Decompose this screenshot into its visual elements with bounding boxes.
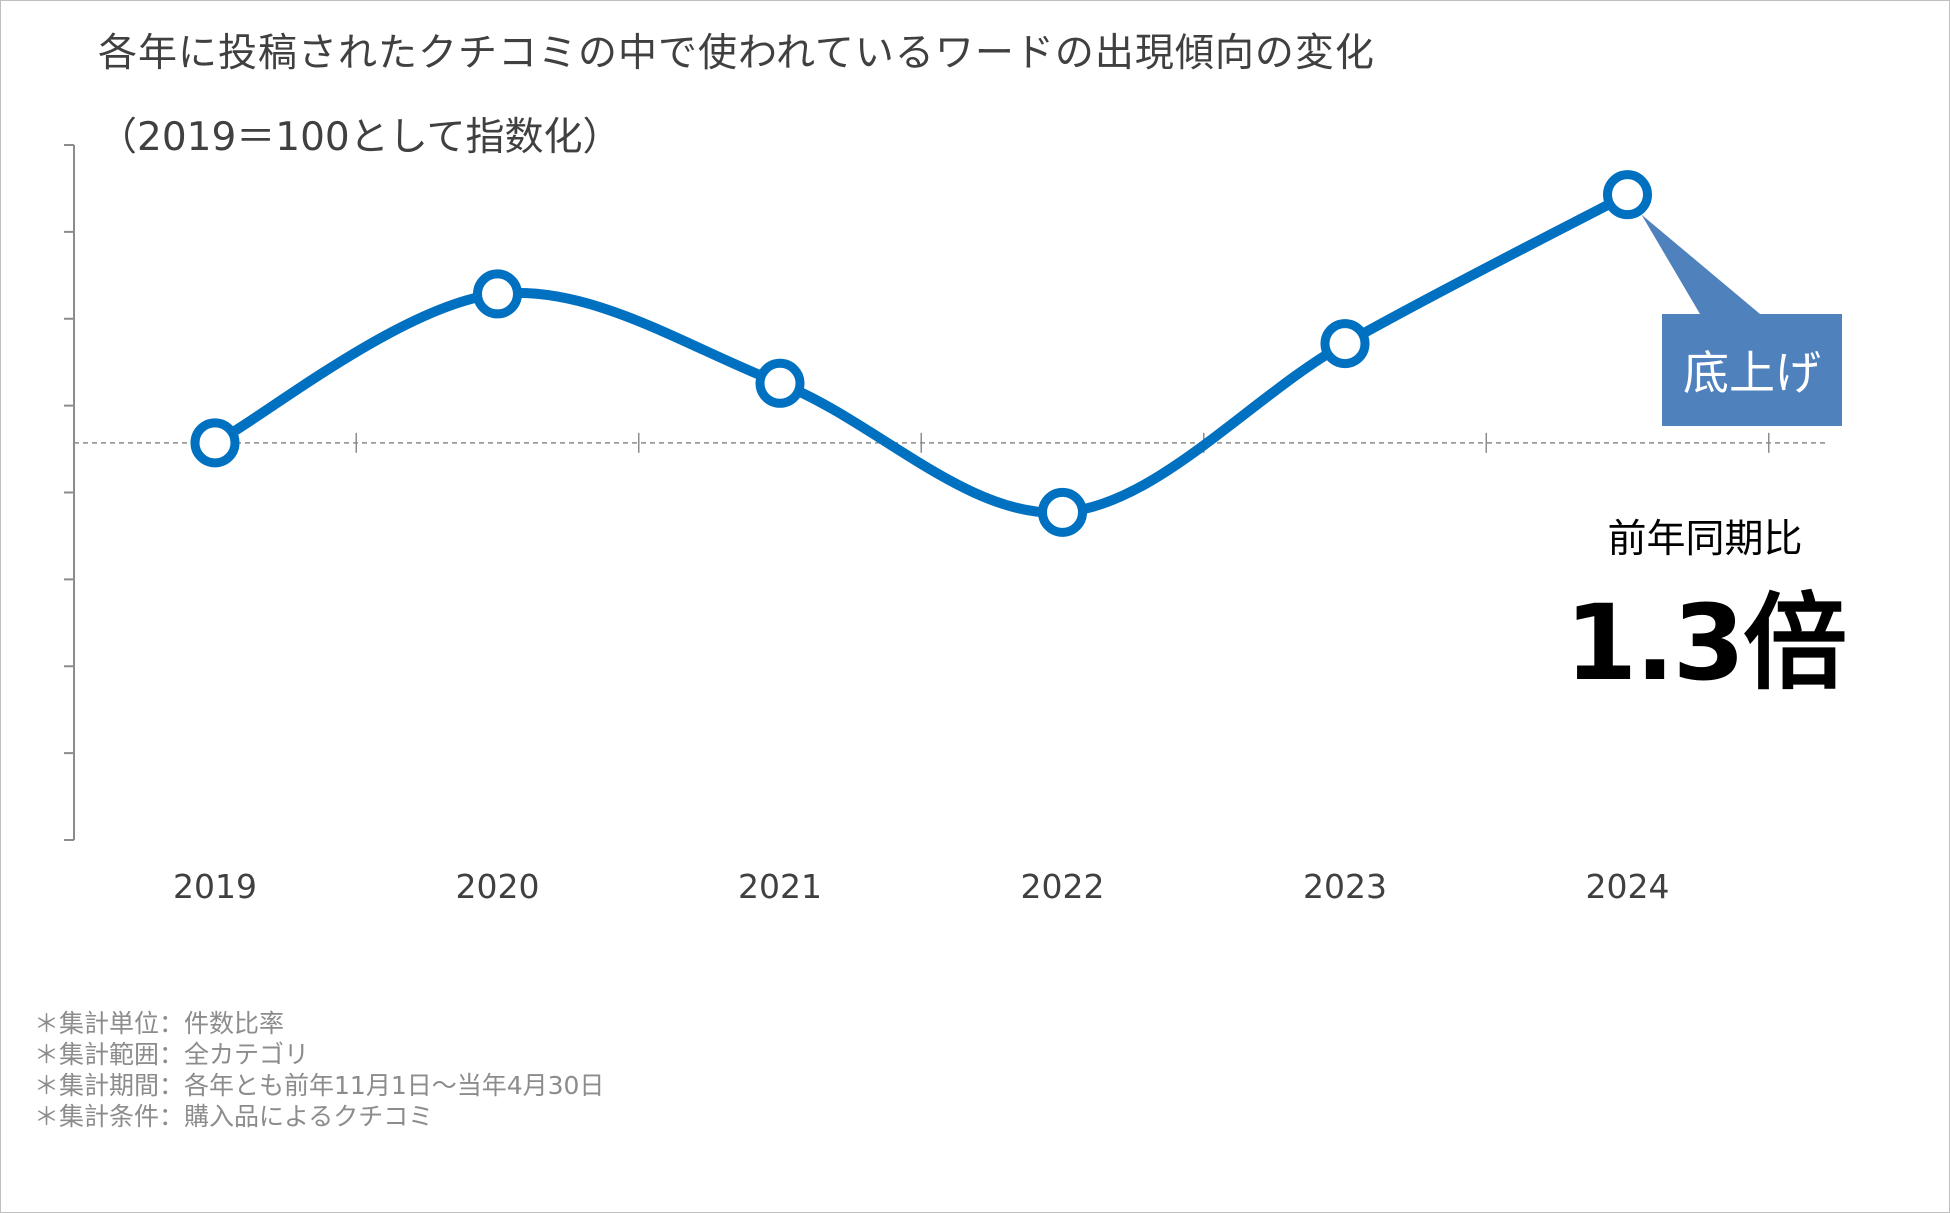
callout-label: 底上げ: [1662, 314, 1842, 426]
x-tick-label: 2020: [456, 867, 540, 906]
data-point-2022: [1038, 487, 1087, 537]
data-point-2019: [190, 418, 240, 468]
footnote-condition: ＊集計条件：購入品によるクチコミ: [34, 1102, 434, 1131]
x-tick-label: 2024: [1586, 867, 1670, 906]
chart-subtitle: （2019＝100として指数化）: [98, 115, 622, 160]
x-tick-label: 2021: [738, 867, 822, 906]
chart-title: 各年に投稿されたクチコミの中で使われているワードの出現傾向の変化: [98, 31, 1375, 76]
footnote-unit: ＊集計単位：件数比率: [34, 1009, 285, 1038]
callout-pointer: [1641, 214, 1760, 314]
footnote-period: ＊集計期間：各年とも前年11月1日〜当年4月30日: [34, 1071, 605, 1100]
data-point-2020: [473, 269, 522, 319]
data-point-2024: [1603, 170, 1652, 220]
series-line: [210, 189, 1633, 518]
footnote-scope: ＊集計範囲：全カテゴリ: [34, 1040, 310, 1069]
x-tick-label: 2022: [1021, 867, 1105, 906]
x-tick-label: 2019: [173, 867, 257, 906]
data-point-2021: [755, 358, 805, 408]
yoy-value: 1.3倍: [1564, 582, 1847, 704]
yoy-label: 前年同期比: [1607, 517, 1803, 562]
data-point-2023: [1320, 319, 1370, 369]
footnotes: ＊集計単位：件数比率 ＊集計範囲：全カテゴリ ＊集計期間：各年とも前年11月1日…: [34, 1008, 604, 1132]
x-tick-label: 2023: [1303, 867, 1387, 906]
